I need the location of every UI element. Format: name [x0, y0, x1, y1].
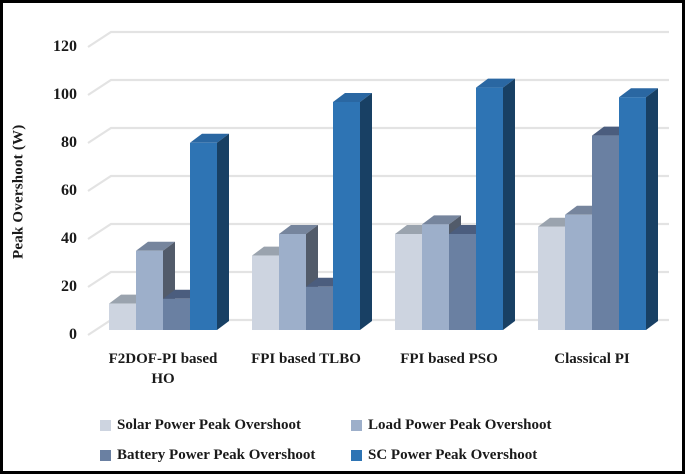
bar-solar-cat0-front — [109, 303, 136, 330]
x-category-label-2: FPI based TLBO — [251, 351, 361, 367]
legend-item-solar: Solar Power Peak Overshoot — [100, 416, 301, 435]
legend-item-battery: Battery Power Peak Overshoot — [100, 446, 315, 465]
legend-label-load: Load Power Peak Overshoot — [368, 417, 552, 433]
gridline-100 — [87, 78, 669, 96]
legend-swatch-solar — [100, 420, 111, 431]
legend-swatch-battery — [100, 450, 111, 461]
gridline-60 — [87, 174, 669, 192]
legend-label-battery: Battery Power Peak Overshoot — [117, 447, 316, 463]
bar-load-cat3-front — [565, 214, 592, 330]
y-tick-label-20: 20 — [61, 278, 77, 295]
bar-sc-cat0-front — [190, 142, 217, 330]
bar-sc-cat0-side — [217, 133, 229, 330]
bar-sc-cat1-front — [333, 102, 360, 330]
bar-sc-cat3-top — [619, 88, 658, 98]
legend-swatch-sc — [351, 450, 362, 461]
bar-solar-cat2-front — [395, 234, 422, 330]
bar-sc-cat3-front — [619, 97, 646, 330]
legend-label-sc: SC Power Peak Overshoot — [368, 447, 538, 463]
plot-area — [87, 30, 669, 336]
bar-sc-cat2-side — [503, 78, 515, 330]
x-category-label-4: Classical PI — [554, 351, 630, 367]
bar-battery-cat0-front — [163, 298, 190, 330]
y-tick-label-80: 80 — [61, 134, 77, 151]
bar-sc-cat1-top — [333, 93, 372, 102]
bar-solar-cat1-front — [252, 255, 279, 330]
y-tick-label-100: 100 — [53, 86, 77, 103]
y-tick-label-0: 0 — [69, 326, 77, 343]
legend-item-sc: SC Power Peak Overshoot — [351, 446, 537, 465]
bar-battery-cat3-front — [592, 135, 619, 330]
x-category-label-1: F2DOF-PI based HO — [108, 351, 218, 388]
bar-load-cat0-front — [136, 250, 163, 330]
y-tick-label-120: 120 — [53, 38, 77, 55]
bar-battery-cat2-front — [449, 234, 476, 330]
bar-load-cat1-top — [279, 225, 318, 234]
bar-load-cat1-front — [279, 234, 306, 330]
gridline-80 — [87, 126, 669, 144]
bar-sc-cat2-front — [476, 87, 503, 330]
bar-sc-cat1-side — [360, 93, 372, 330]
legend-item-load: Load Power Peak Overshoot — [351, 416, 551, 435]
y-tick-label-40: 40 — [61, 230, 77, 247]
gridline-120 — [87, 30, 669, 48]
bar-sc-cat2-top — [476, 78, 515, 88]
x-category-label-3: FPI based PSO — [400, 351, 498, 367]
legend-swatch-load — [351, 420, 362, 431]
bar-load-cat2-front — [422, 224, 449, 330]
bar-load-cat2-top — [422, 215, 461, 225]
bar-load-cat0-top — [136, 241, 175, 251]
legend-label-solar: Solar Power Peak Overshoot — [117, 417, 302, 433]
y-tick-label-60: 60 — [61, 182, 77, 199]
bar-solar-cat3-front — [538, 226, 565, 330]
bar-sc-cat3-side — [646, 88, 658, 330]
bar-battery-cat1-front — [306, 286, 333, 330]
bar-sc-cat0-top — [190, 133, 229, 143]
